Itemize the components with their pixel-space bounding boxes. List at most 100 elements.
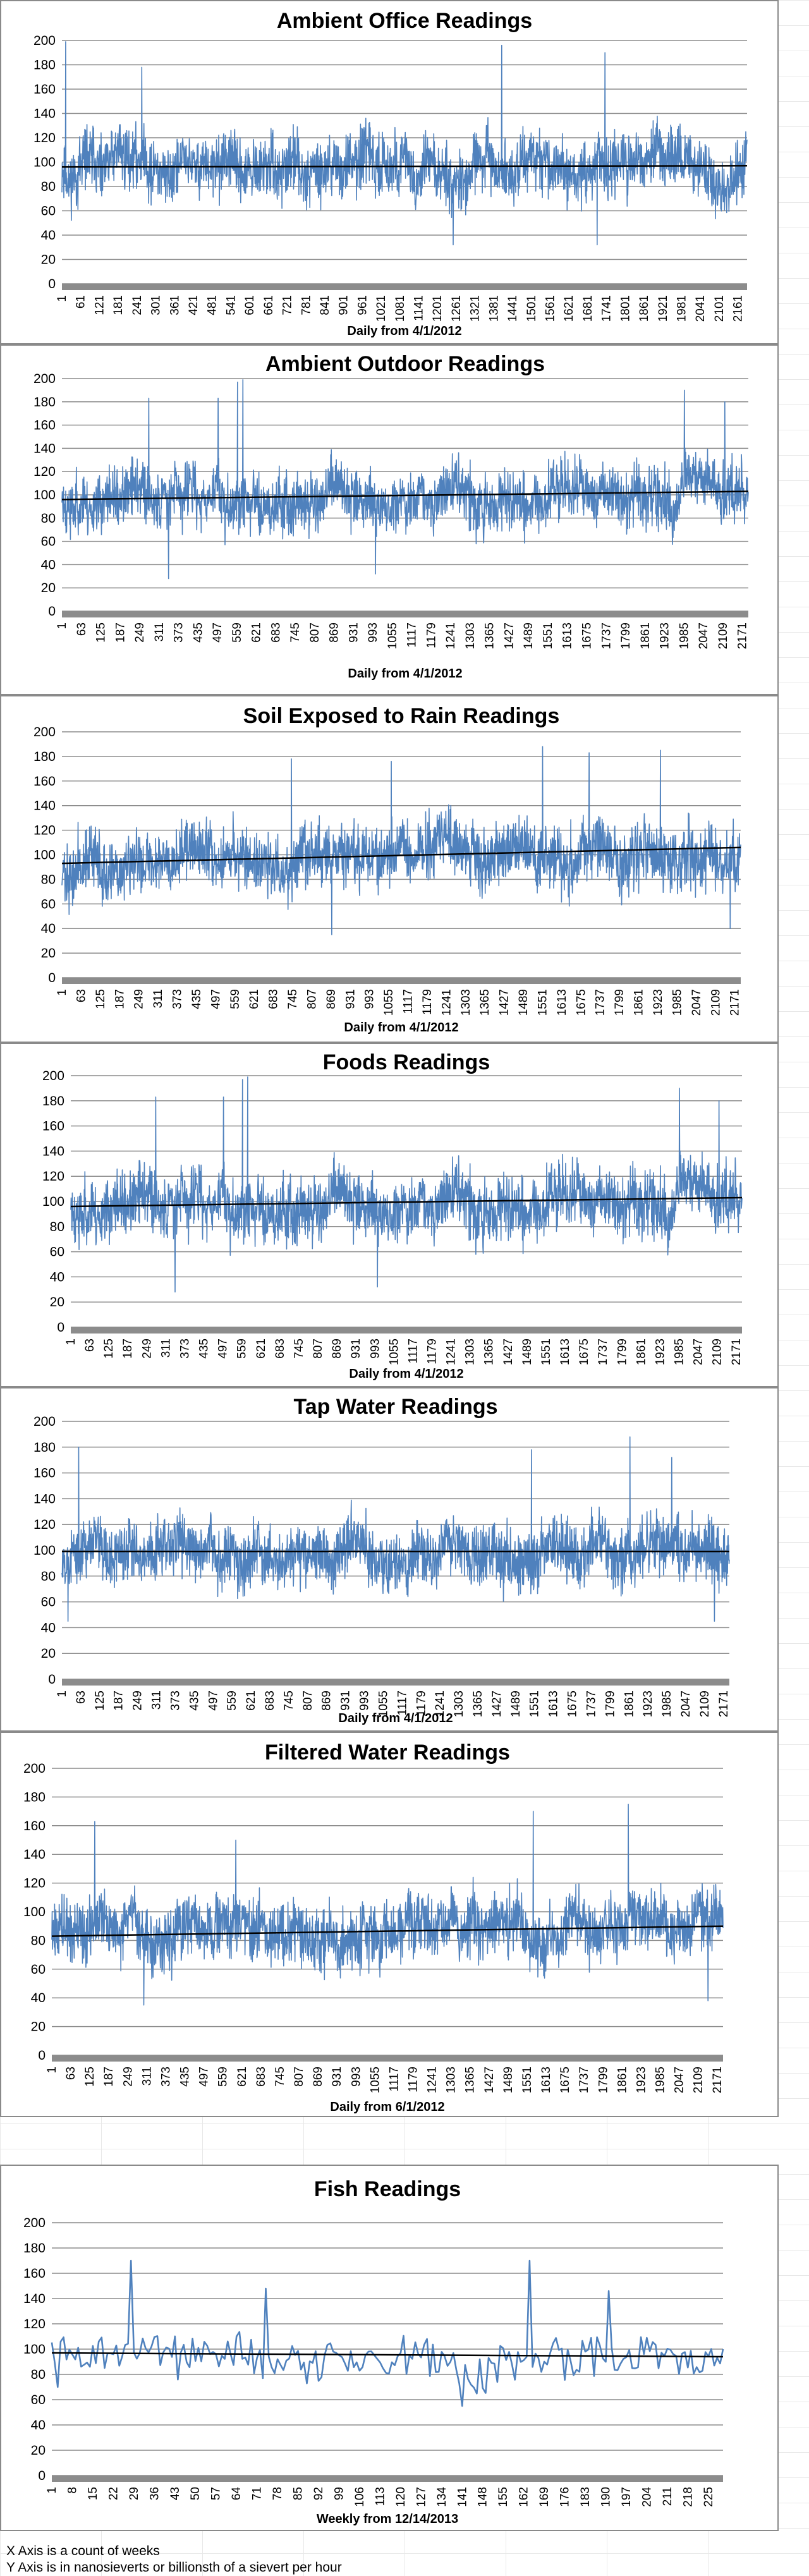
x-tick-label: 2171 bbox=[729, 989, 742, 1016]
y-tick-label: 80 bbox=[41, 179, 56, 194]
y-tick-label: 180 bbox=[42, 1094, 64, 1109]
x-tick-label: 249 bbox=[140, 1339, 154, 1359]
x-tick-label: 2171 bbox=[717, 1691, 731, 1717]
trend-line bbox=[51, 1925, 724, 1937]
x-tick-label: 435 bbox=[198, 1339, 211, 1359]
x-tick-label: 1675 bbox=[578, 1339, 591, 1365]
x-tick-label: 2171 bbox=[730, 1339, 743, 1365]
y-tick-label: 120 bbox=[42, 1169, 64, 1184]
x-tick-label: 373 bbox=[171, 989, 185, 1009]
x-tick-label: 807 bbox=[308, 623, 322, 643]
x-tick-label: 541 bbox=[224, 295, 238, 315]
x-tick-label: 2047 bbox=[679, 1691, 693, 1717]
y-tick-label: 120 bbox=[23, 2317, 46, 2331]
y-tick-label: 0 bbox=[48, 1672, 56, 1687]
y-tick-label: 80 bbox=[31, 2367, 46, 2382]
series-line bbox=[61, 746, 741, 935]
y-tick-label: 160 bbox=[23, 1819, 46, 1833]
x-tick-label: 1303 bbox=[464, 1339, 477, 1365]
y-tick-label: 40 bbox=[31, 2418, 46, 2433]
x-tick-label: 745 bbox=[274, 2067, 287, 2087]
y-tick-label: 180 bbox=[33, 750, 56, 764]
footnote-x-axis: X Axis is a count of weeks bbox=[6, 2544, 160, 2558]
x-tick-label: 1861 bbox=[633, 989, 646, 1016]
chart-title: Foods Readings bbox=[323, 1050, 490, 1074]
x-tick-label: 559 bbox=[217, 2067, 230, 2087]
x-tick-label: 931 bbox=[339, 1691, 353, 1711]
x-tick-label: 2161 bbox=[732, 295, 745, 322]
trend-line bbox=[61, 165, 748, 168]
y-tick-label: 180 bbox=[23, 2241, 46, 2256]
y-tick-label: 100 bbox=[33, 488, 56, 502]
x-tick-label: 1441 bbox=[506, 295, 520, 322]
x-tick-label: 1799 bbox=[597, 2067, 610, 2093]
x-axis-band bbox=[62, 611, 748, 617]
x-tick-label: 683 bbox=[267, 989, 281, 1009]
x-tick-label: 249 bbox=[131, 1691, 145, 1711]
x-tick-label: 1021 bbox=[375, 295, 388, 322]
x-tick-label: 61 bbox=[75, 295, 88, 308]
y-tick-label: 40 bbox=[41, 557, 56, 572]
x-tick-label: 1179 bbox=[425, 623, 438, 648]
y-tick-label: 80 bbox=[41, 1569, 56, 1584]
x-tick-label: 869 bbox=[325, 989, 338, 1009]
x-tick-label: 2047 bbox=[697, 623, 710, 649]
x-tick-label: 155 bbox=[497, 2487, 510, 2507]
x-axis-label: Daily from 4/1/2012 bbox=[344, 1021, 458, 1035]
y-tick-label: 20 bbox=[31, 2020, 46, 2034]
y-tick-label: 200 bbox=[23, 1761, 46, 1776]
x-tick-label: 1 bbox=[46, 2067, 59, 2074]
x-tick-label: 497 bbox=[207, 1691, 220, 1711]
x-tick-label: 1613 bbox=[547, 1691, 561, 1717]
chart-panel-1: Ambient Office Readings 0 20 40 60 80 100 120 14… bbox=[0, 0, 779, 344]
x-tick-label: 661 bbox=[262, 295, 276, 315]
x-tick-label: 311 bbox=[150, 1691, 164, 1710]
x-tick-label: 1551 bbox=[528, 1691, 542, 1717]
x-tick-label: 125 bbox=[95, 623, 108, 643]
x-axis-label: Daily from 4/1/2012 bbox=[347, 324, 461, 338]
x-tick-label: 113 bbox=[374, 2487, 387, 2506]
chart-svg: Soil Exposed to Rain Readings 0 20 40 60 80 10… bbox=[33, 704, 742, 1035]
x-tick-label: 601 bbox=[243, 295, 257, 315]
x-tick-label: 435 bbox=[179, 2067, 192, 2087]
chart-title: Tap Water Readings bbox=[293, 1395, 497, 1419]
x-tick-label: 71 bbox=[251, 2487, 264, 2500]
x-tick-label: 745 bbox=[283, 1691, 296, 1711]
x-tick-label: 1 bbox=[56, 295, 69, 302]
y-tick-label: 200 bbox=[33, 372, 56, 386]
x-tick-label: 745 bbox=[289, 623, 302, 643]
y-tick-label: 160 bbox=[33, 418, 56, 433]
x-tick-label: 1923 bbox=[635, 2067, 648, 2093]
x-tick-label: 134 bbox=[435, 2487, 449, 2507]
y-tick-label: 100 bbox=[33, 155, 56, 170]
x-tick-label: 1241 bbox=[445, 1339, 458, 1365]
x-tick-label: 1201 bbox=[431, 295, 444, 322]
y-tick-label: 60 bbox=[41, 897, 56, 911]
x-tick-label: 1 bbox=[46, 2487, 59, 2494]
x-tick-label: 1427 bbox=[502, 623, 516, 649]
x-tick-label: 1081 bbox=[394, 295, 407, 322]
x-tick-label: 841 bbox=[319, 295, 332, 315]
x-tick-label: 1799 bbox=[616, 1339, 629, 1365]
y-tick-label: 60 bbox=[41, 535, 56, 549]
x-tick-label: 1489 bbox=[522, 623, 535, 649]
y-tick-label: 140 bbox=[33, 799, 56, 813]
x-tick-label: 621 bbox=[255, 1339, 268, 1359]
y-tick-label: 0 bbox=[38, 2469, 46, 2483]
x-tick-label: 1241 bbox=[440, 989, 453, 1016]
x-tick-label: 125 bbox=[94, 1691, 107, 1711]
x-tick-label: 36 bbox=[148, 2487, 161, 2500]
x-tick-label: 1737 bbox=[578, 2067, 591, 2093]
x-tick-label: 63 bbox=[75, 623, 88, 636]
x-axis-label: Weekly from 12/14/2013 bbox=[317, 2512, 458, 2526]
x-tick-label: 559 bbox=[226, 1691, 239, 1711]
x-tick-label: 187 bbox=[113, 989, 126, 1009]
x-tick-label: 1621 bbox=[563, 295, 576, 322]
y-tick-label: 140 bbox=[23, 1847, 46, 1862]
x-tick-label: 1365 bbox=[464, 2067, 477, 2093]
x-tick-label: 683 bbox=[269, 623, 283, 643]
x-tick-label: 683 bbox=[255, 2067, 268, 2087]
x-tick-label: 1141 bbox=[413, 295, 426, 321]
trend-line bbox=[61, 490, 749, 501]
x-tick-label: 1861 bbox=[635, 1339, 648, 1365]
